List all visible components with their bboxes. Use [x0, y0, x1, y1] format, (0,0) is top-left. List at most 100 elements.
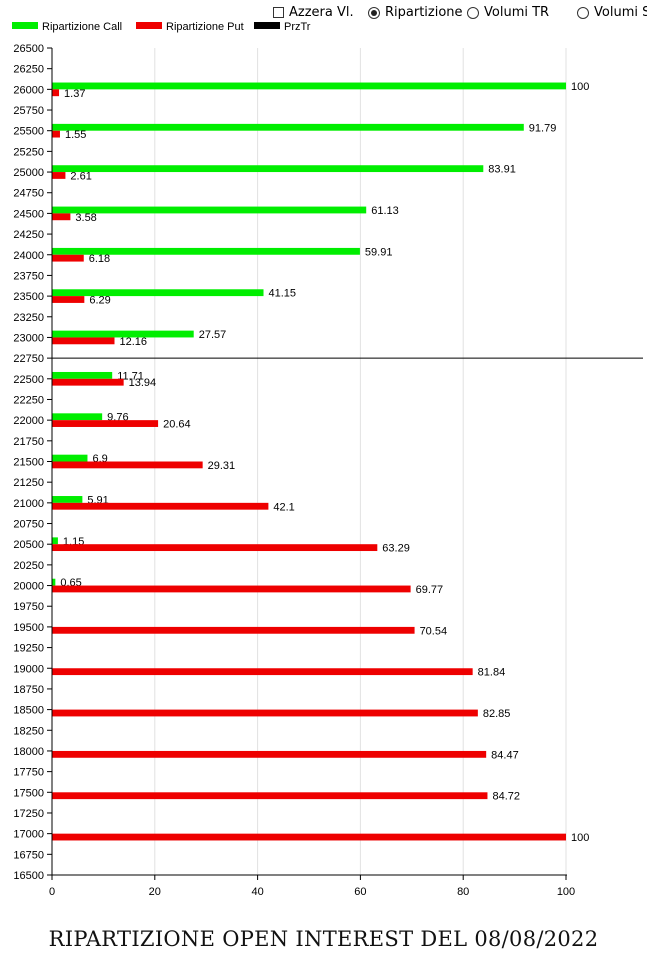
y-tick-label: 20250: [13, 560, 44, 572]
put-bar: [52, 709, 478, 717]
put-bar: [52, 461, 203, 469]
y-tick-label: 23750: [13, 270, 44, 282]
put-bar: [52, 585, 411, 593]
put-bar: [52, 502, 269, 510]
chart-footer-title: RIPARTIZIONE OPEN INTEREST DEL 08/08/202…: [48, 927, 599, 951]
y-tick-label: 23500: [13, 291, 44, 303]
call-value-label: 100: [571, 81, 589, 93]
call-bar: [52, 247, 360, 255]
y-tick-label: 20500: [13, 539, 44, 551]
y-tick-label: 23250: [13, 312, 44, 324]
put-bar: [52, 254, 84, 262]
call-bar: [52, 123, 524, 131]
put-bar: [52, 544, 378, 552]
put-value-label: 13.94: [129, 377, 157, 389]
radio-icon[interactable]: [577, 6, 589, 19]
y-tick-label: 21500: [13, 457, 44, 469]
put-value-label: 84.72: [492, 791, 520, 803]
call-bar: [52, 371, 113, 379]
y-tick-label: 25000: [13, 167, 44, 179]
put-bar: [52, 420, 159, 427]
call-value-label: 83.91: [488, 164, 516, 176]
put-bar: [52, 337, 115, 345]
put-value-label: 63.29: [382, 543, 410, 555]
legend-swatch: [136, 22, 162, 29]
put-bar: [52, 172, 66, 179]
bars: 100 1.37 91.79 1.55 83.91 2.61 61.13 3.58 59.91 6…: [52, 81, 589, 844]
radio-volumi-tr[interactable]: Volumi TR: [467, 5, 549, 20]
x-tick-label: 40: [251, 886, 263, 898]
y-tick-label: 18500: [13, 705, 44, 717]
y-tick-label: 24750: [13, 188, 44, 200]
put-value-label: 81.84: [478, 667, 506, 679]
y-tick-label: 18250: [13, 725, 44, 737]
put-value-label: 12.16: [120, 336, 148, 348]
radio-selected-icon[interactable]: [368, 6, 380, 19]
y-tick-label: 24500: [13, 208, 44, 220]
put-value-label: 3.58: [75, 212, 96, 224]
y-tick-label: 19500: [13, 622, 44, 634]
put-value-label: 6.18: [89, 253, 110, 265]
put-value-label: 29.31: [208, 460, 236, 472]
y-tick-label: 26000: [13, 84, 44, 96]
y-tick-label: 21000: [13, 498, 44, 510]
y-tick-label: 19000: [13, 663, 44, 675]
put-value-label: 84.47: [491, 749, 519, 761]
put-value-label: 70.54: [420, 625, 448, 637]
x-tick-label: 60: [354, 886, 366, 898]
checkbox-icon[interactable]: [273, 7, 284, 18]
y-tick-label: 18000: [13, 746, 44, 758]
put-bar: [52, 296, 85, 303]
put-value-label: 1.37: [64, 88, 85, 100]
gridlines: [154, 48, 567, 875]
y-tick-label: 20750: [13, 519, 44, 531]
y-tick-label: 17500: [13, 787, 44, 799]
y-tick-label: 24000: [13, 250, 44, 262]
call-bar: [52, 537, 58, 545]
y-tick-label: 26500: [13, 43, 44, 55]
radio-icon[interactable]: [467, 6, 479, 19]
x-tick-label: 0: [49, 886, 55, 898]
y-tick-label: 21750: [13, 436, 44, 448]
y-tick-label: 25500: [13, 126, 44, 138]
call-bar: [52, 413, 103, 421]
y-tick-label: 22500: [13, 374, 44, 386]
radio-volumi-s[interactable]: Volumi S: [577, 5, 647, 20]
y-tick-label: 19250: [13, 643, 44, 655]
call-bar: [52, 330, 194, 338]
call-value-label: 41.15: [269, 288, 297, 300]
y-tick-label: 18750: [13, 684, 44, 696]
legend: Ripartizione Call Ripartizione Put PrzTr: [12, 21, 311, 33]
y-tick-label: 22000: [13, 415, 44, 427]
put-bar: [52, 213, 71, 221]
legend-swatch: [254, 22, 280, 29]
call-value-label: 27.57: [199, 329, 227, 341]
radio-ripartizione-label: Ripartizione: [385, 5, 463, 20]
call-value-label: 61.13: [371, 205, 399, 217]
y-tick-label: 19750: [13, 601, 44, 613]
radio-volumi-s-label: Volumi S: [594, 5, 647, 20]
put-value-label: 6.29: [89, 295, 110, 307]
put-bar: [52, 833, 566, 841]
put-value-label: 20.64: [163, 419, 191, 431]
put-value-label: 42.1: [273, 501, 294, 513]
put-bar: [52, 626, 415, 634]
y-tick-label: 20000: [13, 581, 44, 593]
y-tick-label: 24250: [13, 229, 44, 241]
put-value-label: 100: [571, 832, 589, 844]
y-tick-label: 17250: [13, 808, 44, 820]
radio-ripartizione[interactable]: Ripartizione: [368, 5, 463, 20]
y-tick-label: 17000: [13, 829, 44, 841]
call-bar: [52, 165, 484, 173]
call-value-label: 11.71: [117, 370, 144, 382]
call-bar: [52, 578, 56, 586]
put-value-label: 2.61: [70, 170, 91, 182]
legend-swatch: [12, 22, 38, 29]
put-bar: [52, 668, 473, 676]
reset-checkbox[interactable]: Azzera Vl.: [273, 5, 354, 20]
reset-label: Azzera Vl.: [289, 5, 354, 20]
y-tick-label: 16750: [13, 849, 44, 861]
y-tick-label: 22250: [13, 394, 44, 406]
call-value-label: 59.91: [365, 246, 393, 258]
y-tick-label: 16500: [13, 870, 44, 882]
